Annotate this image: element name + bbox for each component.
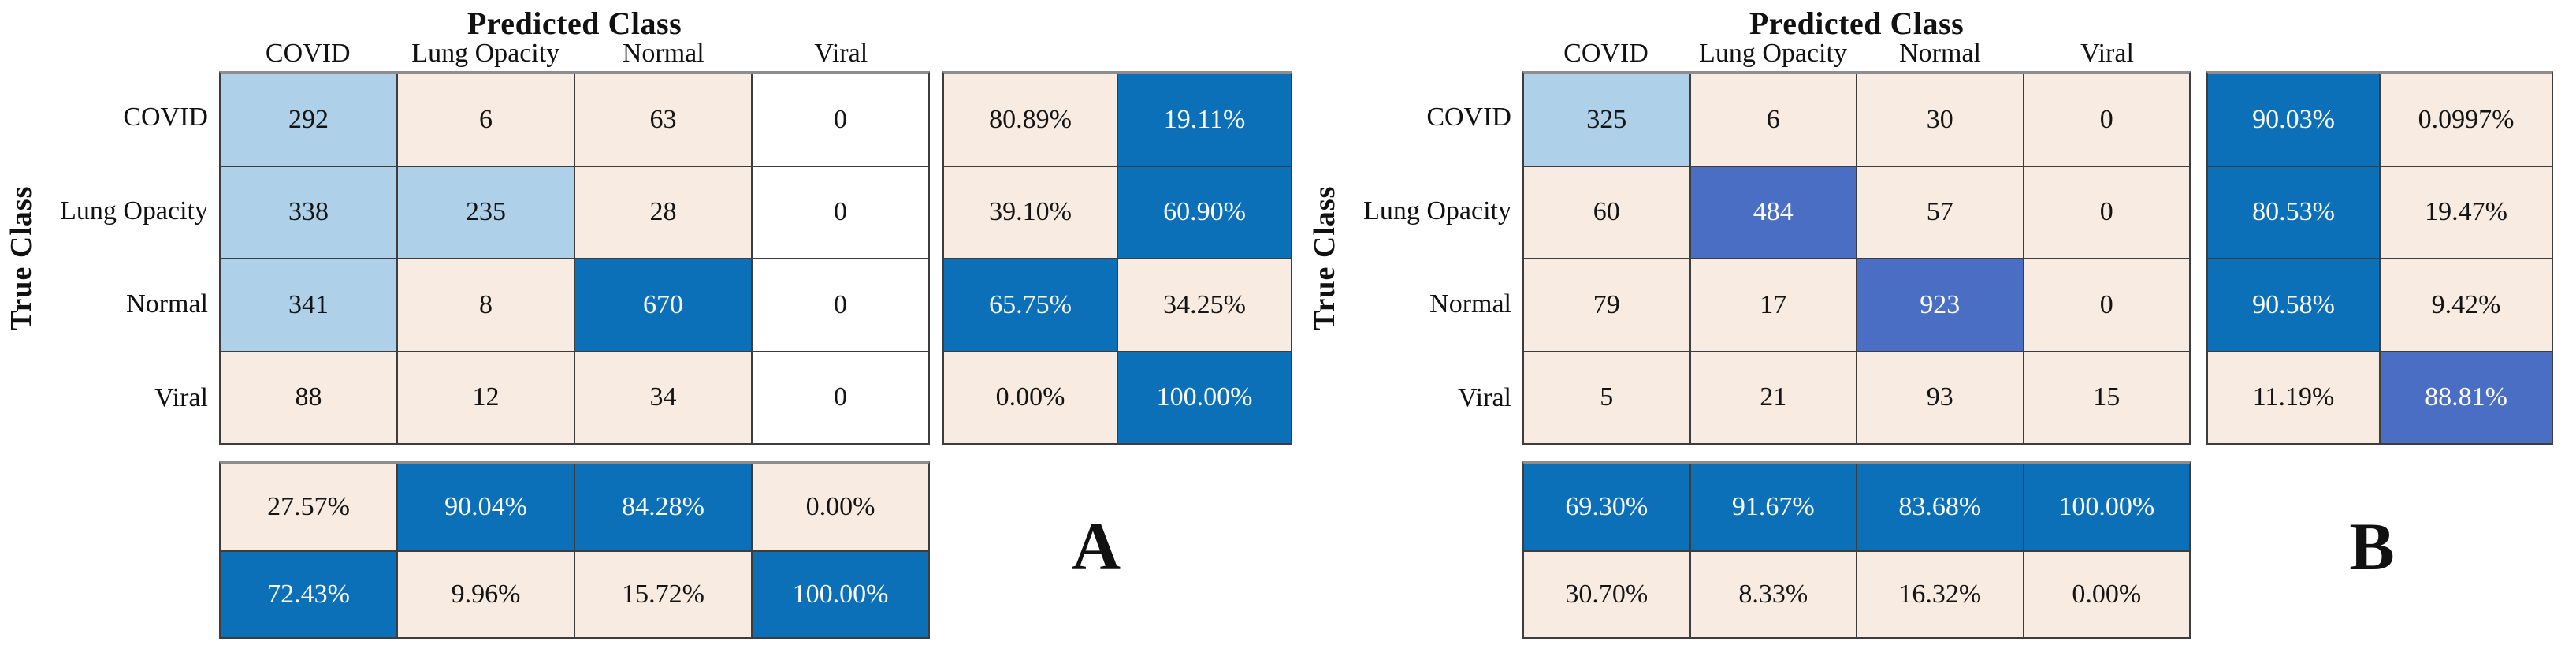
column-header-lung-opacity: Lung Opacity: [1699, 39, 1847, 68]
row-percent-cell: 65.75%: [944, 259, 1117, 351]
column-percent-cell: 30.70%: [1524, 551, 1689, 637]
matrix-count-cell: 0: [2024, 166, 2189, 258]
matrix-count-cell: 325: [1524, 74, 1689, 166]
matrix-count-cell: 93: [1857, 352, 2023, 443]
row-percent-cell: 60.90%: [1118, 166, 1291, 258]
row-header-covid: COVID: [123, 103, 208, 132]
row-header-lung-opacity: Lung Opacity: [60, 196, 208, 226]
matrix-count-cell: 0: [753, 352, 928, 443]
matrix-count-cell: 15: [2024, 352, 2189, 443]
matrix-count-cell: 0: [753, 259, 928, 351]
column-headers: COVID Lung Opacity Normal Viral: [1522, 38, 2191, 69]
column-percent-cell: 100.00%: [753, 551, 928, 637]
column-percent-cell: 0.00%: [753, 464, 928, 550]
matrix-count-cell: 30: [1857, 74, 2023, 166]
matrix-count-cell: 12: [398, 352, 574, 443]
column-header-viral: Viral: [814, 39, 868, 68]
matrix-count-cell: 0: [753, 166, 928, 258]
column-header-lung-opacity: Lung Opacity: [411, 39, 560, 68]
row-percent-cell: 80.53%: [2208, 166, 2379, 258]
panel-a: Predicted Class COVID Lung Opacity Norma…: [5, 6, 1292, 639]
row-header-normal: Normal: [1429, 289, 1511, 319]
matrix-count-cell: 484: [1690, 166, 1856, 258]
row-percent-cell: 80.89%: [944, 74, 1117, 166]
confusion-count-grid: 325 6 30 0 60 484 57 0 79 17 923 0 5 21 93 15: [1522, 71, 2191, 445]
matrix-count-cell: 5: [1524, 352, 1689, 443]
column-percent-cell: 100.00%: [2024, 464, 2189, 550]
matrix-count-cell: 88: [221, 352, 396, 443]
column-header-normal: Normal: [622, 39, 704, 68]
column-percent-cell: 69.30%: [1524, 464, 1689, 550]
row-percent-cell: 90.03%: [2208, 74, 2379, 166]
row-percent-cell: 90.58%: [2208, 259, 2379, 351]
column-header-viral: Viral: [2080, 39, 2134, 68]
row-header-covid: COVID: [1426, 103, 1511, 132]
panel-b: Predicted Class COVID Lung Opacity Norma…: [1303, 0, 2576, 671]
panel-letter-b: B: [2349, 509, 2395, 584]
column-percent-cell: 16.32%: [1857, 551, 2023, 637]
column-header-covid: COVID: [1563, 39, 1649, 68]
row-percent-cell: 9.42%: [2381, 259, 2552, 351]
matrix-count-cell: 6: [1690, 74, 1856, 166]
column-percent-cell: 83.68%: [1857, 464, 2023, 550]
matrix-count-cell: 338: [221, 166, 396, 258]
matrix-count-cell: 923: [1857, 259, 2023, 351]
matrix-count-cell: 0: [753, 74, 928, 166]
predicted-class-title: Predicted Class: [467, 6, 682, 41]
row-percent-cell: 0.0997%: [2381, 74, 2552, 166]
matrix-count-cell: 28: [575, 166, 751, 258]
row-percentage-grid: 80.89% 19.11% 39.10% 60.90% 65.75% 34.25% 0.00…: [942, 71, 1292, 445]
matrix-count-cell: 63: [575, 74, 751, 166]
row-percent-cell: 11.19%: [2208, 352, 2379, 443]
column-percent-cell: 9.96%: [398, 551, 574, 637]
column-percentage-grid: 27.57% 90.04% 84.28% 0.00% 72.43% 9.96% 15.72%…: [219, 461, 930, 639]
column-percent-cell: 15.72%: [575, 551, 751, 637]
row-header-viral: Viral: [154, 382, 208, 412]
row-header-lung-opacity: Lung Opacity: [1363, 196, 1511, 226]
column-header-covid: COVID: [265, 39, 351, 68]
column-header-normal: Normal: [1899, 39, 1981, 68]
matrix-count-cell: 6: [398, 74, 574, 166]
matrix-count-cell: 8: [398, 259, 574, 351]
matrix-count-cell: 341: [221, 259, 396, 351]
column-percent-cell: 0.00%: [2024, 551, 2189, 637]
column-percent-cell: 90.04%: [398, 464, 574, 550]
column-percent-cell: 84.28%: [575, 464, 751, 550]
row-header-viral: Viral: [1458, 382, 1511, 412]
column-percent-cell: 91.67%: [1690, 464, 1856, 550]
row-percent-cell: 19.11%: [1118, 74, 1291, 166]
matrix-count-cell: 60: [1524, 166, 1689, 258]
matrix-count-cell: 17: [1690, 259, 1856, 351]
predicted-class-title: Predicted Class: [1749, 6, 1965, 41]
row-percent-cell: 88.81%: [2381, 352, 2552, 443]
row-headers: COVID Lung Opacity Normal Viral: [1338, 71, 1511, 445]
row-percent-cell: 0.00%: [944, 352, 1117, 443]
matrix-count-cell: 34: [575, 352, 751, 443]
row-percent-cell: 39.10%: [944, 166, 1117, 258]
matrix-count-cell: 292: [221, 74, 396, 166]
column-percent-cell: 8.33%: [1690, 551, 1856, 637]
column-percentage-grid: 69.30% 91.67% 83.68% 100.00% 30.70% 8.33% 16.3…: [1522, 461, 2191, 639]
matrix-count-cell: 235: [398, 166, 574, 258]
row-percent-cell: 34.25%: [1118, 259, 1291, 351]
row-header-normal: Normal: [126, 289, 208, 319]
row-percent-cell: 100.00%: [1118, 352, 1291, 443]
matrix-count-cell: 670: [575, 259, 751, 351]
panel-letter-a: A: [1071, 509, 1121, 584]
row-percent-cell: 19.47%: [2381, 166, 2552, 258]
matrix-count-cell: 79: [1524, 259, 1689, 351]
confusion-count-grid: 292 6 63 0 338 235 28 0 341 8 670 0 88 12 34 0: [219, 71, 930, 445]
column-percent-cell: 27.57%: [221, 464, 396, 550]
row-headers: COVID Lung Opacity Normal Viral: [35, 71, 208, 445]
column-headers: COVID Lung Opacity Normal Viral: [219, 38, 930, 69]
matrix-count-cell: 0: [2024, 74, 2189, 166]
matrix-count-cell: 21: [1690, 352, 1856, 443]
matrix-count-cell: 57: [1857, 166, 2023, 258]
column-percent-cell: 72.43%: [221, 551, 396, 637]
row-percentage-grid: 90.03% 0.0997% 80.53% 19.47% 90.58% 9.42% 11.1…: [2206, 71, 2553, 445]
matrix-count-cell: 0: [2024, 259, 2189, 351]
